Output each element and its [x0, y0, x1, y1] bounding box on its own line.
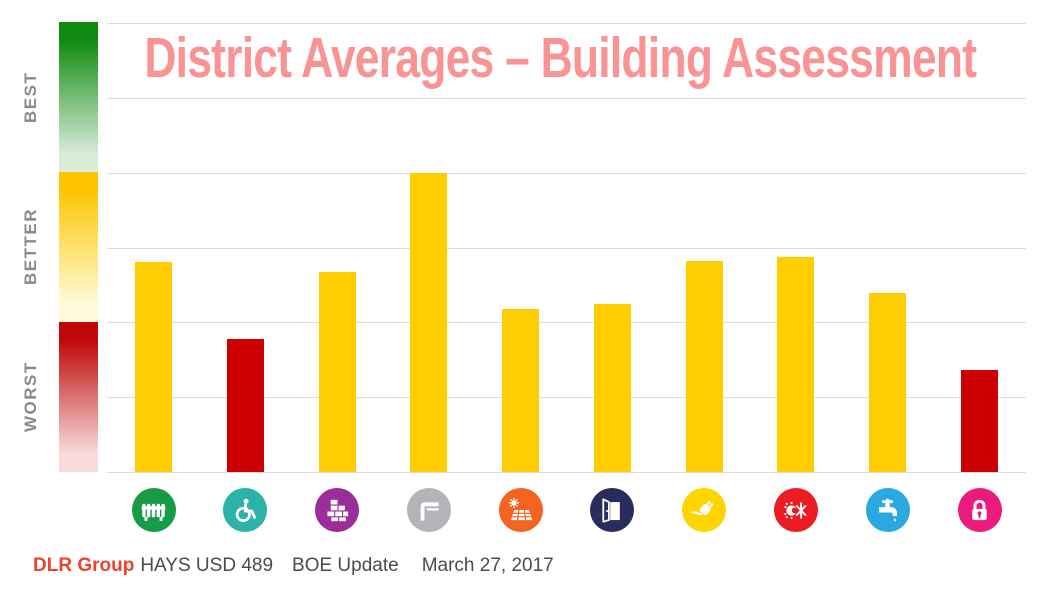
scale-worst-segment [59, 322, 98, 472]
security-padlock-icon [957, 488, 1002, 532]
bar-security [961, 370, 999, 472]
chart-title-text: District Averages – Building Assessment [144, 26, 977, 90]
gridline [107, 322, 1026, 324]
door-icon [590, 488, 635, 532]
electrical-plug-icon [682, 488, 727, 532]
plumbing-faucet-icon [865, 488, 910, 532]
dlr-group-logo: DLR Group [33, 555, 135, 576]
gridline [107, 397, 1026, 399]
structure-frame-icon [406, 488, 451, 532]
bar-doors [593, 304, 631, 472]
gridline [107, 23, 1026, 24]
bar-masonry [318, 272, 356, 472]
chart-title: District Averages – Building Assessment [70, 22, 1050, 94]
heating-radiator-icon [131, 488, 176, 532]
footer-update-type: BOE Update [292, 555, 399, 576]
scale-label-worst: WORST [21, 361, 40, 433]
bar-solar [502, 308, 540, 472]
masonry-bricks-icon [315, 488, 360, 532]
footer-district: HAYS USD 489 [140, 555, 274, 576]
footer: DLR Group HAYS USD 489 BOE Update March … [33, 555, 554, 577]
accessibility-wheelchair-icon [223, 488, 268, 532]
scale-label-best: BEST [21, 71, 40, 123]
scale-label-better: BETTER [21, 208, 40, 286]
bar-hvac [777, 257, 815, 472]
gridline [107, 472, 1026, 473]
bar-plumbing [869, 293, 907, 472]
bar-heating [135, 261, 172, 472]
hvac-sun-snowflake-icon [773, 488, 818, 532]
footer-date: March 27, 2017 [421, 555, 554, 576]
bar-electrical [685, 260, 723, 472]
scale-better-segment [59, 172, 98, 322]
gridline [107, 97, 1026, 99]
bar-structure [410, 172, 448, 472]
solar-panel-icon [498, 488, 543, 532]
scale-best-segment [59, 22, 98, 172]
gridline [107, 172, 1026, 174]
gridline [107, 247, 1026, 249]
bar-accessibility [226, 338, 264, 472]
